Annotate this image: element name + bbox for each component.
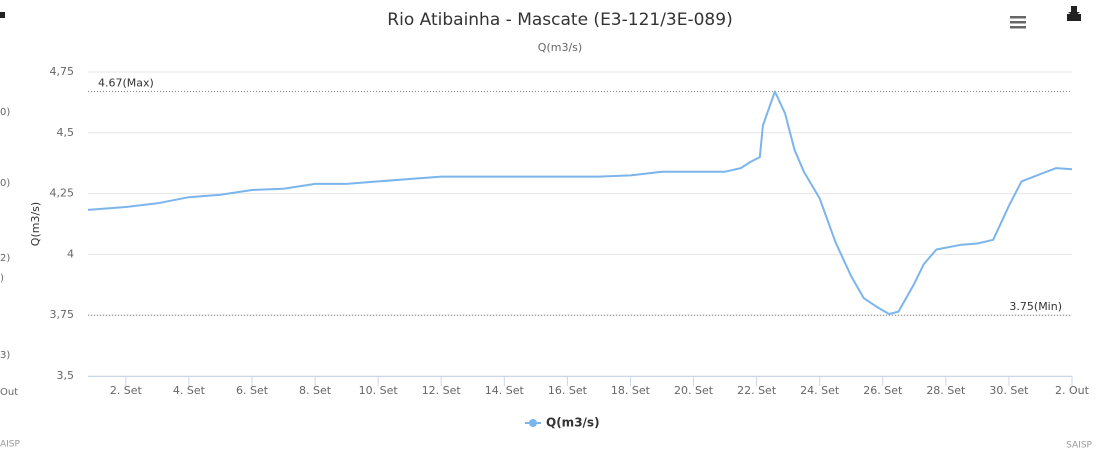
menu-bar xyxy=(1010,26,1026,29)
y-tick-label: 3,75 xyxy=(50,308,75,321)
y-tick-label: 4,25 xyxy=(50,187,75,200)
plot-line-label: 4.67(Max) xyxy=(98,76,154,89)
menu-bar xyxy=(1010,21,1026,24)
x-tick-label: 12. Set xyxy=(422,384,462,397)
legend-label: Q(m3/s) xyxy=(546,416,600,430)
cropped-label: Out xyxy=(0,387,18,398)
x-tick-label: 4. Set xyxy=(173,384,206,397)
y-tick-label: 4,75 xyxy=(50,65,75,78)
cropped-icon xyxy=(0,12,5,18)
x-tick-label: 26. Set xyxy=(863,384,903,397)
data-line xyxy=(87,90,1073,315)
legend-symbol xyxy=(529,419,537,427)
x-tick-label: 20. Set xyxy=(674,384,714,397)
chart-title: Rio Atibainha - Mascate (E3-121/3E-089) xyxy=(387,10,732,30)
cropped-label: AISP xyxy=(0,440,21,450)
credits: SAISP xyxy=(1066,441,1092,451)
menu-button[interactable] xyxy=(1010,16,1026,29)
download-icon[interactable] xyxy=(1067,6,1081,21)
x-tick-label: 22. Set xyxy=(737,384,777,397)
chart-subtitle: Q(m3/s) xyxy=(538,41,582,54)
cropped-label: 0) xyxy=(0,178,10,189)
y-tick-label: 3,5 xyxy=(57,369,75,382)
download-glyph xyxy=(1067,6,1081,21)
x-tick-label: 30. Set xyxy=(989,384,1029,397)
x-tick-label: 18. Set xyxy=(611,384,651,397)
x-tick-label: 28. Set xyxy=(926,384,966,397)
x-tick-label: 2. Set xyxy=(110,384,143,397)
cropped-label: 2) xyxy=(0,253,10,264)
cropped-label: 0) xyxy=(0,107,10,118)
cropped-label: 3) xyxy=(0,350,10,361)
y-tick-label: 4,5 xyxy=(57,126,75,139)
x-tick-label: 8. Set xyxy=(299,384,332,397)
x-tick-label: 2. Out xyxy=(1055,384,1090,397)
x-tick-label: 14. Set xyxy=(485,384,525,397)
y-axis-label: Q(m3/s) xyxy=(29,202,42,246)
x-tick-label: 16. Set xyxy=(548,384,588,397)
plot-line-label: 3.75(Min) xyxy=(1009,300,1062,313)
x-tick-label: 24. Set xyxy=(800,384,840,397)
cropped-label: ) xyxy=(0,273,4,284)
y-tick-label: 4 xyxy=(67,247,74,260)
x-tick-label: 6. Set xyxy=(236,384,269,397)
menu-bar xyxy=(1010,16,1026,19)
x-tick-label: 10. Set xyxy=(359,384,399,397)
